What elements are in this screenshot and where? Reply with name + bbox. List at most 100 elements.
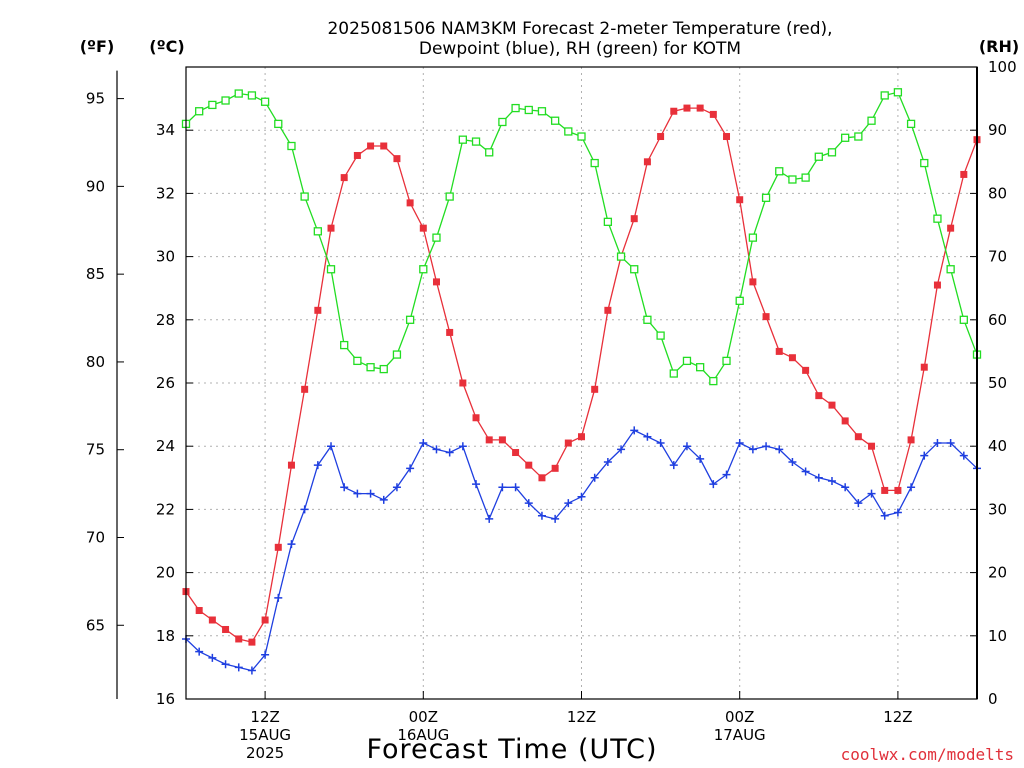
rh-point xyxy=(405,315,415,324)
chart-title-line2: Dewpoint (blue), RH (green) for KOTM xyxy=(419,39,741,59)
temperature-point xyxy=(432,278,440,286)
temperature-point xyxy=(327,224,335,232)
rh-point xyxy=(537,107,547,116)
dewpoint-point xyxy=(498,483,507,492)
dewpoint-point xyxy=(590,473,599,482)
fahrenheit-tick-label: 95 xyxy=(86,90,105,108)
rh-unit-label: (RH) xyxy=(979,37,1019,56)
rh-point xyxy=(880,91,889,100)
fahrenheit-tick-label: 65 xyxy=(86,616,105,634)
dewpoint-point xyxy=(274,593,283,602)
celsius-tick-label: 16 xyxy=(156,690,175,708)
temperature-point xyxy=(314,306,322,314)
celsius-tick-label: 28 xyxy=(156,311,175,329)
rh-point xyxy=(195,107,204,116)
fahrenheit-tick-label: 85 xyxy=(86,265,105,283)
x-tick-label: 00Z xyxy=(725,708,754,726)
dewpoint-point xyxy=(208,653,217,662)
dewpoint-point xyxy=(893,508,902,517)
temperature-point xyxy=(393,155,401,163)
dewpoint-point xyxy=(327,442,336,451)
temperature-point xyxy=(657,133,665,141)
rh-tick-label: 100 xyxy=(988,58,1017,76)
rh-point xyxy=(933,214,942,223)
temperature-point xyxy=(419,224,427,232)
rh-point xyxy=(432,233,441,242)
x-tick-label: 15AUG xyxy=(239,726,291,744)
x-tick-label: 16AUG xyxy=(397,726,449,744)
rh-point xyxy=(656,331,665,340)
celsius-tick-label: 24 xyxy=(156,437,175,455)
fahrenheit-unit-label: (ºF) xyxy=(80,37,115,56)
temperature-point xyxy=(472,414,480,422)
temperature-point xyxy=(353,151,361,159)
rh-tick-label: 0 xyxy=(988,690,998,708)
dewpoint-point xyxy=(247,666,256,675)
dewpoint-point xyxy=(300,505,309,514)
dewpoint-point xyxy=(827,476,836,485)
dewpoint-point xyxy=(669,461,678,470)
dewpoint-point xyxy=(656,439,665,448)
x-tick-label: 12Z xyxy=(883,708,912,726)
rh-point xyxy=(379,364,388,374)
temperature-point xyxy=(907,436,915,444)
fahrenheit-tick-label: 80 xyxy=(86,353,105,371)
rh-point xyxy=(247,91,257,100)
rh-point xyxy=(788,175,797,184)
x-tick-label: 00Z xyxy=(409,708,438,726)
series-temperature xyxy=(182,104,981,646)
dewpoint-point xyxy=(696,454,705,463)
dewpoint-point xyxy=(261,650,270,659)
dewpoint-point xyxy=(472,480,481,489)
temperature-point xyxy=(208,616,216,624)
temperature-point xyxy=(736,196,744,204)
celsius-tick-label: 32 xyxy=(156,184,175,202)
temperature-point xyxy=(512,449,520,457)
rh-point xyxy=(366,363,375,372)
rh-tick-label: 50 xyxy=(988,374,1007,392)
rh-point xyxy=(603,217,613,226)
temperature-point xyxy=(604,306,612,314)
temperature-point xyxy=(525,461,533,469)
celsius-tick-label: 26 xyxy=(156,374,175,392)
temperature-point xyxy=(367,142,375,150)
rh-point xyxy=(959,315,968,324)
dewpoint-point xyxy=(340,483,349,492)
x-axis-label: Forecast Time (UTC) xyxy=(366,734,657,765)
temperature-point xyxy=(775,347,783,355)
rh-tick-label: 90 xyxy=(988,121,1007,139)
temperature-point xyxy=(301,385,309,393)
rh-point xyxy=(287,141,296,151)
rh-point xyxy=(445,192,454,201)
rh-point xyxy=(208,100,217,110)
rh-point xyxy=(577,132,586,141)
temperature-point xyxy=(881,486,889,494)
dewpoint-point xyxy=(841,483,850,492)
temperature-point xyxy=(630,215,638,223)
series-layer xyxy=(181,88,982,675)
dewpoint-point xyxy=(788,458,797,466)
temperature-point xyxy=(485,436,493,444)
rh-point xyxy=(616,252,626,261)
temperature-point xyxy=(235,635,243,643)
dewpoint-point xyxy=(867,489,876,498)
celsius-unit-label: (ºC) xyxy=(149,37,184,56)
temperature-point xyxy=(868,442,876,450)
rh-point xyxy=(511,103,520,113)
rh-point xyxy=(260,97,270,106)
celsius-tick-label: 20 xyxy=(156,564,175,582)
rh-point xyxy=(313,227,322,236)
temperature-point xyxy=(643,158,651,166)
x-tick-label: 12Z xyxy=(250,708,279,726)
dewpoint-point xyxy=(458,442,467,451)
dewpoint-point xyxy=(313,461,322,470)
rh-point xyxy=(946,265,955,274)
dewpoint-point xyxy=(946,439,955,448)
rh-point xyxy=(550,116,560,125)
rh-point xyxy=(669,369,678,378)
dewpoint-point xyxy=(485,514,494,523)
rh-point xyxy=(827,148,837,157)
rh-point xyxy=(234,89,243,98)
dewpoint-point xyxy=(406,464,415,473)
temperature-point xyxy=(446,328,454,336)
